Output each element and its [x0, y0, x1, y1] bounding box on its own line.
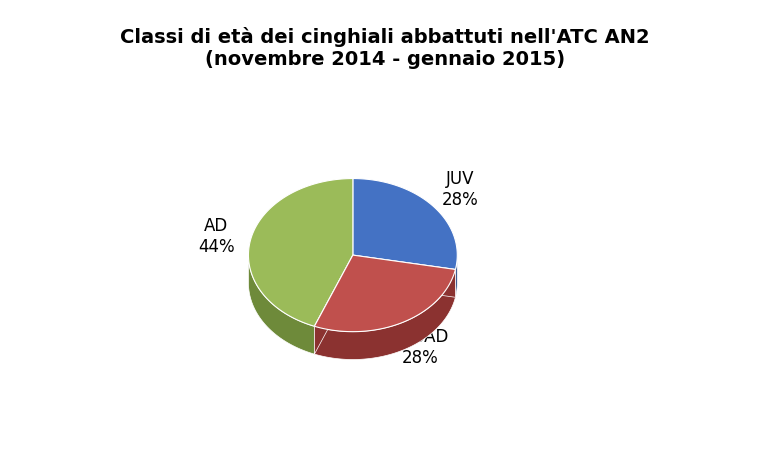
Polygon shape	[353, 256, 455, 298]
Polygon shape	[249, 179, 353, 327]
Polygon shape	[314, 256, 353, 354]
Polygon shape	[353, 179, 457, 270]
Polygon shape	[314, 256, 455, 332]
Polygon shape	[314, 256, 353, 354]
Polygon shape	[455, 256, 457, 298]
Polygon shape	[249, 257, 314, 354]
Text: Classi di età dei cinghiali abbattuti nell'ATC AN2
(novembre 2014 - gennaio 2015: Classi di età dei cinghiali abbattuti ne…	[120, 27, 650, 69]
Text: JUV
28%: JUV 28%	[442, 170, 478, 208]
Polygon shape	[314, 270, 455, 360]
Polygon shape	[353, 256, 455, 298]
Text: SUBAD
28%: SUBAD 28%	[390, 327, 449, 366]
Text: AD
44%: AD 44%	[198, 216, 234, 255]
